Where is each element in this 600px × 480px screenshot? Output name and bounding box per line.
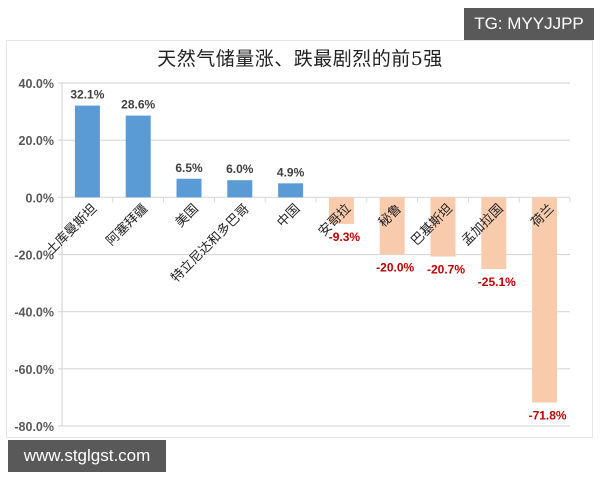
value-label: -9.3% (329, 230, 361, 244)
y-tick-label: 0.0% (26, 191, 55, 205)
y-tick-label: -60.0% (14, 363, 54, 377)
y-axis: 40.0% 20.0% 0.0% -20.0% -40.0% -60.0% -80.0% (14, 77, 571, 434)
value-label: -20.7% (427, 263, 465, 277)
category-label: 阿塞拜疆 (103, 201, 150, 248)
y-tick-label: -80.0% (14, 420, 54, 434)
category-label: 土库曼斯坦 (43, 201, 100, 258)
value-label: 4.9% (277, 165, 305, 179)
category-label: 美国 (172, 201, 201, 230)
bar (176, 178, 202, 198)
bar (278, 183, 304, 198)
watermark-tg-badge: TG: MYYJJPP (464, 8, 594, 40)
bar (125, 115, 151, 198)
chart-title: 天然气储量涨、跌最剧烈的前5强 (157, 48, 443, 70)
bars (74, 105, 558, 403)
bar (481, 197, 507, 270)
value-label: 28.6% (121, 98, 155, 112)
bar (74, 105, 100, 198)
y-tick-label: 20.0% (19, 134, 54, 148)
value-label: -20.0% (376, 261, 414, 275)
value-label: -25.1% (478, 275, 516, 289)
category-label: 中国 (274, 201, 303, 230)
watermark-site-badge: www.stglgst.com (8, 440, 166, 472)
value-label: 32.1% (70, 88, 104, 102)
bar (532, 197, 558, 403)
y-tick-label: -40.0% (14, 306, 54, 320)
value-label: -71.8% (529, 409, 567, 423)
value-label: 6.0% (226, 162, 254, 176)
y-tick-label: 40.0% (19, 77, 54, 91)
value-labels: 32.1%28.6%6.5% 6.0% 4.9%-9.3%-20.0% -20.7%-… (70, 88, 567, 423)
y-tick-label: -20.0% (14, 249, 54, 263)
bar (227, 180, 253, 198)
value-label: 6.5% (175, 161, 203, 175)
bar (430, 197, 456, 257)
bar (379, 197, 405, 255)
bar (328, 197, 354, 224)
